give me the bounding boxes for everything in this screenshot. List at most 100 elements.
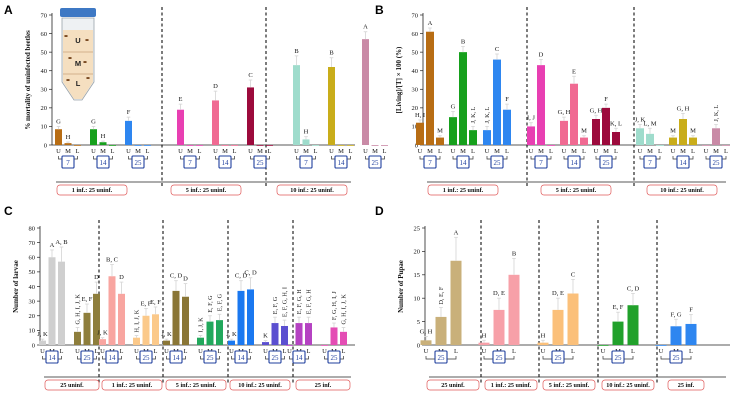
day-label: 14 — [460, 159, 468, 167]
bar-l — [93, 293, 100, 345]
day-box — [218, 155, 232, 169]
significance-label: J, K — [97, 330, 108, 337]
section-box — [229, 379, 291, 391]
significance-label: I, J — [527, 115, 535, 122]
section-label: 25 inf. — [315, 382, 332, 389]
bar-m — [108, 276, 116, 345]
significance-label: B — [461, 39, 466, 46]
bar-l — [216, 320, 223, 345]
significance-label: D, E — [493, 290, 505, 297]
day-box — [567, 155, 581, 169]
significance-label: G, H — [590, 107, 603, 114]
bar-m — [493, 309, 505, 345]
y-tick-label: 30 — [41, 87, 48, 94]
bar-l — [196, 145, 203, 146]
significance-label: G, H, I, J, K — [341, 294, 348, 325]
day-label: 25 — [272, 354, 280, 362]
significance-label: D, E, F — [438, 286, 445, 304]
bar-group-day-25: J, K, L U C M F L25 — [483, 46, 511, 169]
significance-label: C — [248, 72, 252, 79]
y-tick-label: 0 — [44, 142, 47, 149]
tube-position-label: M — [135, 148, 141, 155]
tube-position-label: M — [538, 148, 544, 155]
day-label: 25 — [555, 354, 563, 362]
significance-label: A — [50, 242, 55, 249]
tube-position-label: U — [541, 348, 546, 355]
bar-m — [142, 315, 150, 345]
tube-position-label: L — [146, 148, 150, 155]
significance-label: J, K — [37, 331, 48, 338]
significance-label: H — [66, 134, 71, 141]
bar-m — [99, 142, 107, 145]
day-box — [268, 350, 282, 364]
y-tick-label: 50 — [412, 49, 419, 56]
significance-label: L, M — [644, 120, 657, 127]
section-box — [484, 379, 538, 391]
section-box — [426, 379, 480, 391]
bar-m — [537, 65, 545, 145]
bar-m — [271, 323, 279, 345]
tube-position-label: U — [248, 148, 253, 155]
tube-position-label: U — [638, 148, 643, 155]
bar-m — [493, 59, 501, 146]
section-label: 10 inf.: 25 uninf. — [660, 187, 704, 194]
bar-group-day-7: I, J U D M L7 — [527, 52, 555, 169]
significance-label: J, K — [161, 331, 172, 338]
tube-position-label: L — [233, 148, 237, 155]
bar-u — [228, 340, 235, 345]
tube-flour — [63, 30, 93, 99]
bar-group-day-14: J, KUB, CMDL14 — [97, 257, 125, 364]
bar-u — [286, 345, 293, 346]
tube-position-label: M — [372, 148, 378, 155]
bar-group-day-7: E U M L7 — [177, 96, 203, 169]
day-box — [131, 155, 145, 169]
tube-position-label: L — [218, 348, 222, 355]
significance-label: E — [179, 96, 183, 103]
significance-label: C — [495, 46, 499, 53]
bar-l — [266, 145, 273, 146]
tube-position-label: L — [314, 148, 318, 155]
section-label: 10 inf.: 25 uninf. — [238, 382, 282, 389]
significance-label: E, F, G — [272, 296, 279, 314]
significance-label: H, I — [415, 112, 425, 119]
bar-l — [567, 293, 579, 345]
bar-u — [537, 342, 549, 345]
tube-position-label: U — [287, 348, 292, 355]
tube-position-label: U — [134, 348, 139, 355]
significance-label: B, C — [106, 257, 118, 264]
section-label: 10 inf.: 25 uninf. — [290, 187, 334, 194]
significance-label: J, K, L — [470, 106, 477, 123]
significance-label: E, F, G — [207, 295, 214, 313]
section-box — [601, 379, 655, 391]
tube-position-label: U — [424, 348, 429, 355]
bar-u — [560, 120, 568, 145]
bar-group-day-25: G, H U F M K, L L25 — [590, 96, 622, 169]
tube-inset-illustration: U M L — [60, 8, 96, 101]
panel-letter: D — [375, 204, 384, 218]
significance-label: E, F, G — [217, 293, 224, 311]
bar-l — [612, 132, 620, 145]
significance-label: F, G, H, I, J — [331, 291, 338, 320]
significance-label: G — [91, 118, 96, 125]
significance-label: C, D — [244, 270, 257, 277]
tube-position-label: L — [120, 348, 124, 355]
bar-l — [312, 145, 319, 146]
tube-position-label: L — [268, 148, 272, 155]
bar-group-day-7: G UHM L7 — [55, 118, 81, 169]
tube-position-label: M — [187, 148, 193, 155]
day-box — [169, 350, 183, 364]
tube-zone-label: M — [75, 59, 81, 68]
bar-l — [109, 145, 116, 146]
y-tick-label: 80 — [29, 225, 36, 232]
panel-b: B 0 10 20 30 40 50 60 70 [Living]/[T] × 100 (%) H,… — [375, 3, 730, 196]
tube-position-label: U — [100, 348, 105, 355]
significance-label: H — [482, 332, 487, 339]
tube-position-label: U — [213, 148, 218, 155]
bar-m — [48, 257, 56, 345]
beetle-dot — [64, 35, 68, 37]
